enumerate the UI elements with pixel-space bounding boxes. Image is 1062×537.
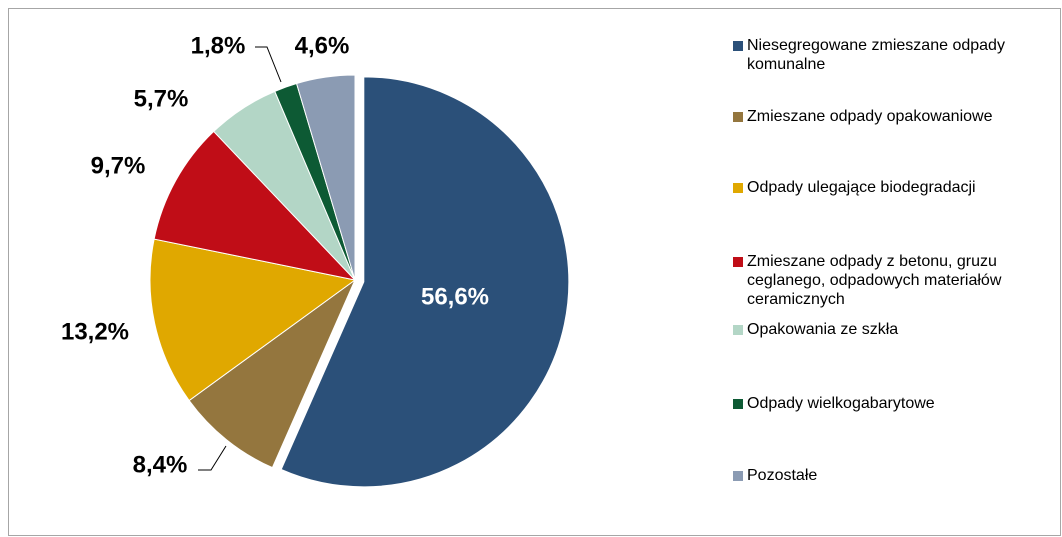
pie-slice — [153, 130, 357, 281]
legend-swatch — [733, 399, 743, 409]
chart-border — [8, 8, 1061, 536]
data-label: 13,2% — [61, 318, 129, 345]
legend-item: Niesegregowane zmieszane odpady komunaln… — [733, 36, 1053, 74]
legend-label: Zmieszane odpady opakowaniowe — [747, 108, 993, 125]
legend-label: Zmieszane odpady z betonu, gruzu ceglane… — [747, 253, 1002, 308]
legend-label: Pozostałe — [747, 467, 818, 484]
data-label: 4,6% — [295, 32, 350, 59]
legend-swatch — [733, 112, 743, 122]
leader-line — [198, 445, 227, 471]
pie-slice — [280, 76, 570, 488]
pie-slice — [149, 238, 357, 402]
pie-slice — [295, 74, 356, 281]
data-label: 9,7% — [91, 152, 146, 179]
legend-item: Zmieszane odpady z betonu, gruzu ceglane… — [733, 252, 1053, 309]
data-label: 8,4% — [133, 451, 188, 478]
legend-item: Opakowania ze szkła — [733, 320, 1053, 339]
data-label: 1,8% — [191, 32, 246, 59]
legend-swatch — [733, 471, 743, 481]
leader-line — [255, 46, 282, 83]
legend-swatch — [733, 325, 743, 335]
legend-item: Zmieszane odpady opakowaniowe — [733, 107, 1053, 126]
legend-item: Odpady wielkogabarytowe — [733, 394, 1053, 413]
legend-label: Odpady wielkogabarytowe — [747, 395, 935, 412]
legend-label: Odpady ulegające biodegradacji — [747, 179, 976, 196]
legend-swatch — [733, 183, 743, 193]
legend-label: Niesegregowane zmieszane odpady komunaln… — [747, 37, 1005, 73]
legend-swatch — [733, 257, 743, 267]
data-label: 5,7% — [134, 85, 189, 112]
data-label: 56,6% — [421, 283, 489, 310]
pie-slice — [188, 278, 357, 469]
legend-item: Pozostałe — [733, 466, 1053, 485]
legend-swatch — [733, 41, 743, 51]
legend-label: Opakowania ze szkła — [747, 321, 899, 338]
legend-item: Odpady ulegające biodegradacji — [733, 178, 1053, 197]
